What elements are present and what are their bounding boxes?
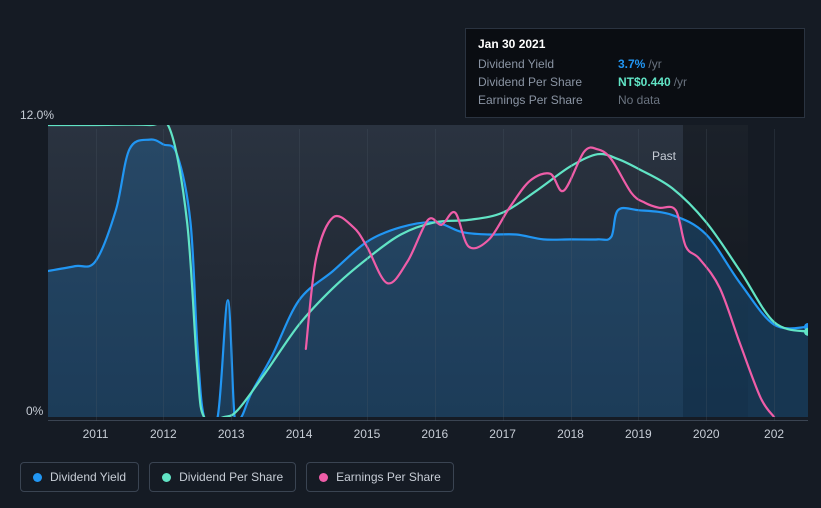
legend-dot-icon (33, 473, 42, 482)
grid-line (435, 129, 436, 421)
legend-label: Dividend Per Share (179, 470, 283, 484)
legend-dot-icon (162, 473, 171, 482)
tooltip-row-suffix: /yr (648, 57, 661, 71)
chart-svg (48, 125, 808, 417)
grid-line (96, 129, 97, 421)
x-tick: 2016 (421, 427, 448, 441)
tooltip-row-label: Dividend Yield (478, 57, 618, 71)
legend-label: Earnings Per Share (336, 470, 441, 484)
tooltip-row-label: Dividend Per Share (478, 75, 618, 89)
tooltip-date: Jan 30 2021 (478, 37, 792, 51)
tooltip-row-label: Earnings Per Share (478, 93, 618, 107)
x-tick: 2018 (557, 427, 584, 441)
tooltip-row: Earnings Per ShareNo data (478, 91, 792, 109)
chart-legend: Dividend Yield Dividend Per Share Earnings… (20, 462, 454, 492)
x-tick: 2020 (693, 427, 720, 441)
tooltip-row-value: No data (618, 93, 660, 107)
x-tick: 2015 (354, 427, 381, 441)
grid-line (503, 129, 504, 421)
y-axis-min: 0% (26, 404, 43, 418)
grid-line (706, 129, 707, 421)
legend-item[interactable]: Dividend Yield (20, 462, 139, 492)
legend-item[interactable]: Earnings Per Share (306, 462, 454, 492)
x-tick: 2013 (218, 427, 245, 441)
x-axis: 2011 2012 2013 2014 2015 2016 2017 2018 2019 2020… (48, 420, 808, 442)
x-tick: 202 (764, 427, 784, 441)
grid-line (299, 129, 300, 421)
x-tick: 2011 (83, 427, 109, 441)
grid-line (231, 129, 232, 421)
chart-tooltip: Jan 30 2021 Dividend Yield3.7%/yrDividen… (465, 28, 805, 118)
tooltip-row-value: NT$0.440 (618, 75, 671, 89)
tooltip-row-suffix: /yr (674, 75, 687, 89)
x-tick: 2012 (150, 427, 177, 441)
x-tick: 2017 (489, 427, 516, 441)
tooltip-row: Dividend Yield3.7%/yr (478, 55, 792, 73)
tooltip-row: Dividend Per ShareNT$0.440/yr (478, 73, 792, 91)
legend-label: Dividend Yield (50, 470, 126, 484)
series-fill (48, 139, 808, 417)
dividend-chart: 12.0% 0% Past 20112012201320142015201620… (20, 108, 813, 442)
x-tick: 2014 (286, 427, 313, 441)
grid-line (638, 129, 639, 421)
legend-dot-icon (319, 473, 328, 482)
grid-line (163, 129, 164, 421)
x-tick: 2019 (625, 427, 652, 441)
grid-line (774, 129, 775, 421)
grid-line (571, 129, 572, 421)
grid-line (367, 129, 368, 421)
legend-item[interactable]: Dividend Per Share (149, 462, 296, 492)
y-axis-max: 12.0% (20, 108, 54, 122)
tooltip-row-value: 3.7% (618, 57, 645, 71)
